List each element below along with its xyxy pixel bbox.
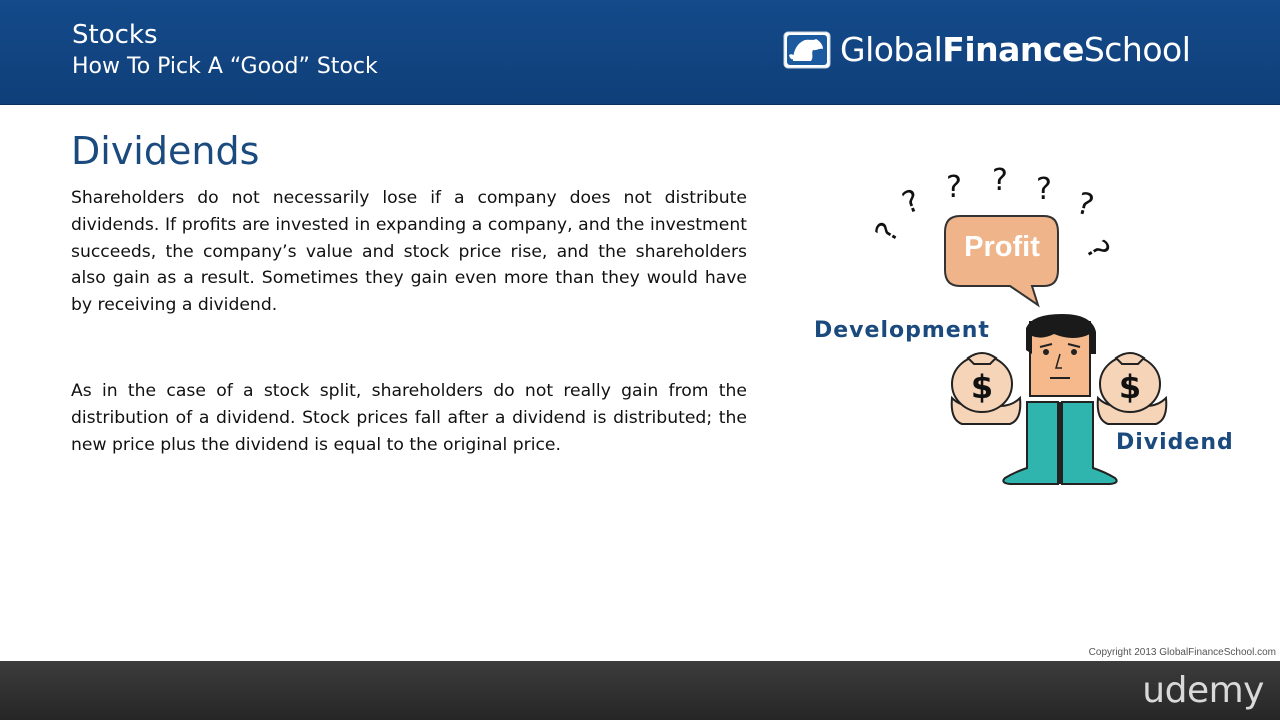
dollar-sign: $ bbox=[971, 368, 993, 406]
udemy-logo: udemy bbox=[1142, 670, 1264, 711]
course-title: Stocks bbox=[72, 20, 158, 50]
copyright-text: Copyright 2013 GlobalFinanceSchool.com bbox=[1088, 647, 1276, 658]
brand-bold: Finance bbox=[942, 30, 1084, 69]
dividend-label: Dividend bbox=[1116, 430, 1234, 455]
development-label: Development bbox=[814, 318, 990, 343]
paragraph-1: Shareholders do not necessarily lose if … bbox=[71, 188, 747, 316]
question-mark-icon: ? bbox=[1073, 186, 1097, 224]
dividend-illustration: ? ? ? ? ? ? ? bbox=[869, 163, 1168, 485]
lesson-title: How To Pick A “Good” Stock bbox=[72, 54, 378, 79]
question-mark-icon: ? bbox=[992, 163, 1008, 198]
question-mark-icon: ? bbox=[946, 170, 962, 205]
page-heading: Dividends bbox=[71, 129, 260, 173]
brand-suffix: School bbox=[1083, 30, 1191, 69]
brand-logo: GlobalFinanceSchool bbox=[840, 26, 1191, 74]
question-mark-icon: ? bbox=[1078, 235, 1116, 266]
question-mark-icon: ? bbox=[869, 217, 907, 248]
brand-prefix: Global bbox=[840, 30, 943, 69]
man-icon bbox=[1002, 314, 1118, 485]
dollar-sign: $ bbox=[1119, 368, 1141, 406]
question-mark-icon: ? bbox=[898, 183, 925, 221]
profit-label: Profit bbox=[964, 231, 1040, 263]
footer-bar: udemy bbox=[0, 661, 1280, 720]
money-bag-icon: $ bbox=[1096, 352, 1168, 425]
money-bag-icon: $ bbox=[950, 352, 1022, 425]
globe-logo-icon bbox=[783, 31, 831, 69]
question-mark-icon: ? bbox=[1036, 172, 1052, 207]
header-bar: Stocks How To Pick A “Good” Stock Global… bbox=[0, 0, 1280, 105]
paragraph-2: As in the case of a stock split, shareho… bbox=[71, 381, 747, 455]
speech-bubble-icon bbox=[944, 215, 1059, 308]
